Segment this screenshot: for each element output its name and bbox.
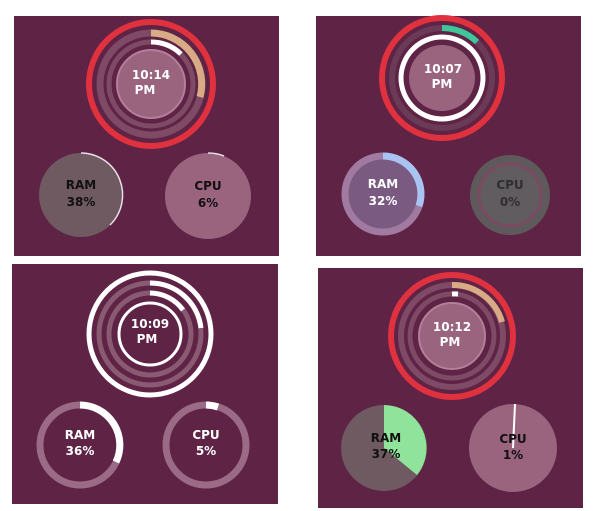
clock-widget: 10:12 PM <box>388 272 516 400</box>
ram-value: 38% <box>67 195 96 209</box>
cpu-value: 5% <box>196 444 216 458</box>
clock-face <box>409 45 475 111</box>
ram-disk <box>39 153 123 237</box>
ram-value: 32% <box>369 194 398 208</box>
theme-preview-panel-3[interactable]: 10:09 PM RAM 36% CPU 5% <box>12 264 278 504</box>
cpu-label: CPU <box>192 428 219 442</box>
clock-ampm: PM <box>137 332 158 346</box>
clock-minute-arc <box>150 39 183 56</box>
clock-hour-arc <box>441 24 480 45</box>
ram-pie-slice <box>384 405 427 475</box>
clock-widget: 10:14 PM <box>86 19 216 149</box>
cpu-label: CPU <box>194 179 221 193</box>
clock-time: 10:07 <box>424 62 462 76</box>
cpu-widget: CPU 5% <box>162 401 250 489</box>
clock-outer-ring <box>379 15 505 141</box>
cpu-disk <box>477 162 543 228</box>
clock-hour-arc <box>150 29 206 98</box>
cpu-widget: CPU 0% <box>470 155 550 235</box>
ram-label: RAM <box>368 177 398 191</box>
clock-outer-ring <box>86 19 216 149</box>
panel-4-graphics: 10:12 PM RAM 37% CPU 1% <box>341 272 557 492</box>
ram-value: 36% <box>66 444 95 458</box>
clock-face <box>117 301 183 367</box>
theme-preview-panel-2[interactable]: 10:07 PM RAM 32% CPU 0% <box>316 15 581 256</box>
ram-arc <box>79 401 124 464</box>
clock-face <box>418 302 486 370</box>
clock-time: 10:09 <box>131 317 169 331</box>
cpu-widget: CPU 1% <box>469 403 557 492</box>
cpu-label: CPU <box>499 432 526 446</box>
clock-ampm: PM <box>440 335 461 349</box>
ram-label: RAM <box>65 428 95 442</box>
clock-hour-arc <box>149 280 204 329</box>
clock-face <box>116 49 186 119</box>
clock-ampm: PM <box>135 83 156 97</box>
ram-arc <box>80 152 124 226</box>
clock-ampm: PM <box>432 77 453 91</box>
ram-widget: RAM 37% <box>341 405 427 491</box>
cpu-value: 1% <box>503 448 523 462</box>
ram-arc <box>382 152 425 208</box>
clock-hour-arc <box>451 281 505 323</box>
theme-preview-panel-1[interactable]: 10:14 PM RAM 38% CPU 6% <box>14 16 279 256</box>
panel-1-graphics: 10:14 PM RAM 38% CPU 6% <box>39 19 251 239</box>
clock-minute-arc <box>149 290 186 312</box>
clock-widget: 10:07 PM <box>379 15 505 141</box>
cpu-value: 6% <box>198 196 218 210</box>
cpu-widget: CPU 6% <box>165 152 251 239</box>
ram-value: 37% <box>372 447 401 461</box>
theme-preview-panel-4[interactable]: 10:12 PM RAM 37% CPU 1% <box>318 268 583 508</box>
cpu-label: CPU <box>496 178 523 192</box>
ram-widget: RAM 32% <box>341 152 425 236</box>
ram-label: RAM <box>66 178 96 192</box>
cpu-disk <box>165 153 251 239</box>
cpu-value: 0% <box>500 195 520 209</box>
panel-3-graphics: 10:09 PM RAM 36% CPU 5% <box>36 270 250 489</box>
ram-widget: RAM 38% <box>39 152 124 237</box>
ram-label: RAM <box>371 431 401 445</box>
clock-minute-ring <box>398 34 486 122</box>
clock-outer-ring <box>86 270 214 398</box>
ram-widget: RAM 36% <box>36 401 124 489</box>
cpu-pie-slice <box>512 403 516 449</box>
cpu-arc <box>207 152 225 157</box>
clock-outer-ring <box>388 272 516 400</box>
clock-widget: 10:09 PM <box>86 270 214 398</box>
clock-time: 10:12 <box>433 320 471 334</box>
cpu-arc <box>205 401 220 411</box>
panel-2-graphics: 10:07 PM RAM 32% CPU 0% <box>341 15 550 236</box>
clock-time: 10:14 <box>132 68 170 82</box>
